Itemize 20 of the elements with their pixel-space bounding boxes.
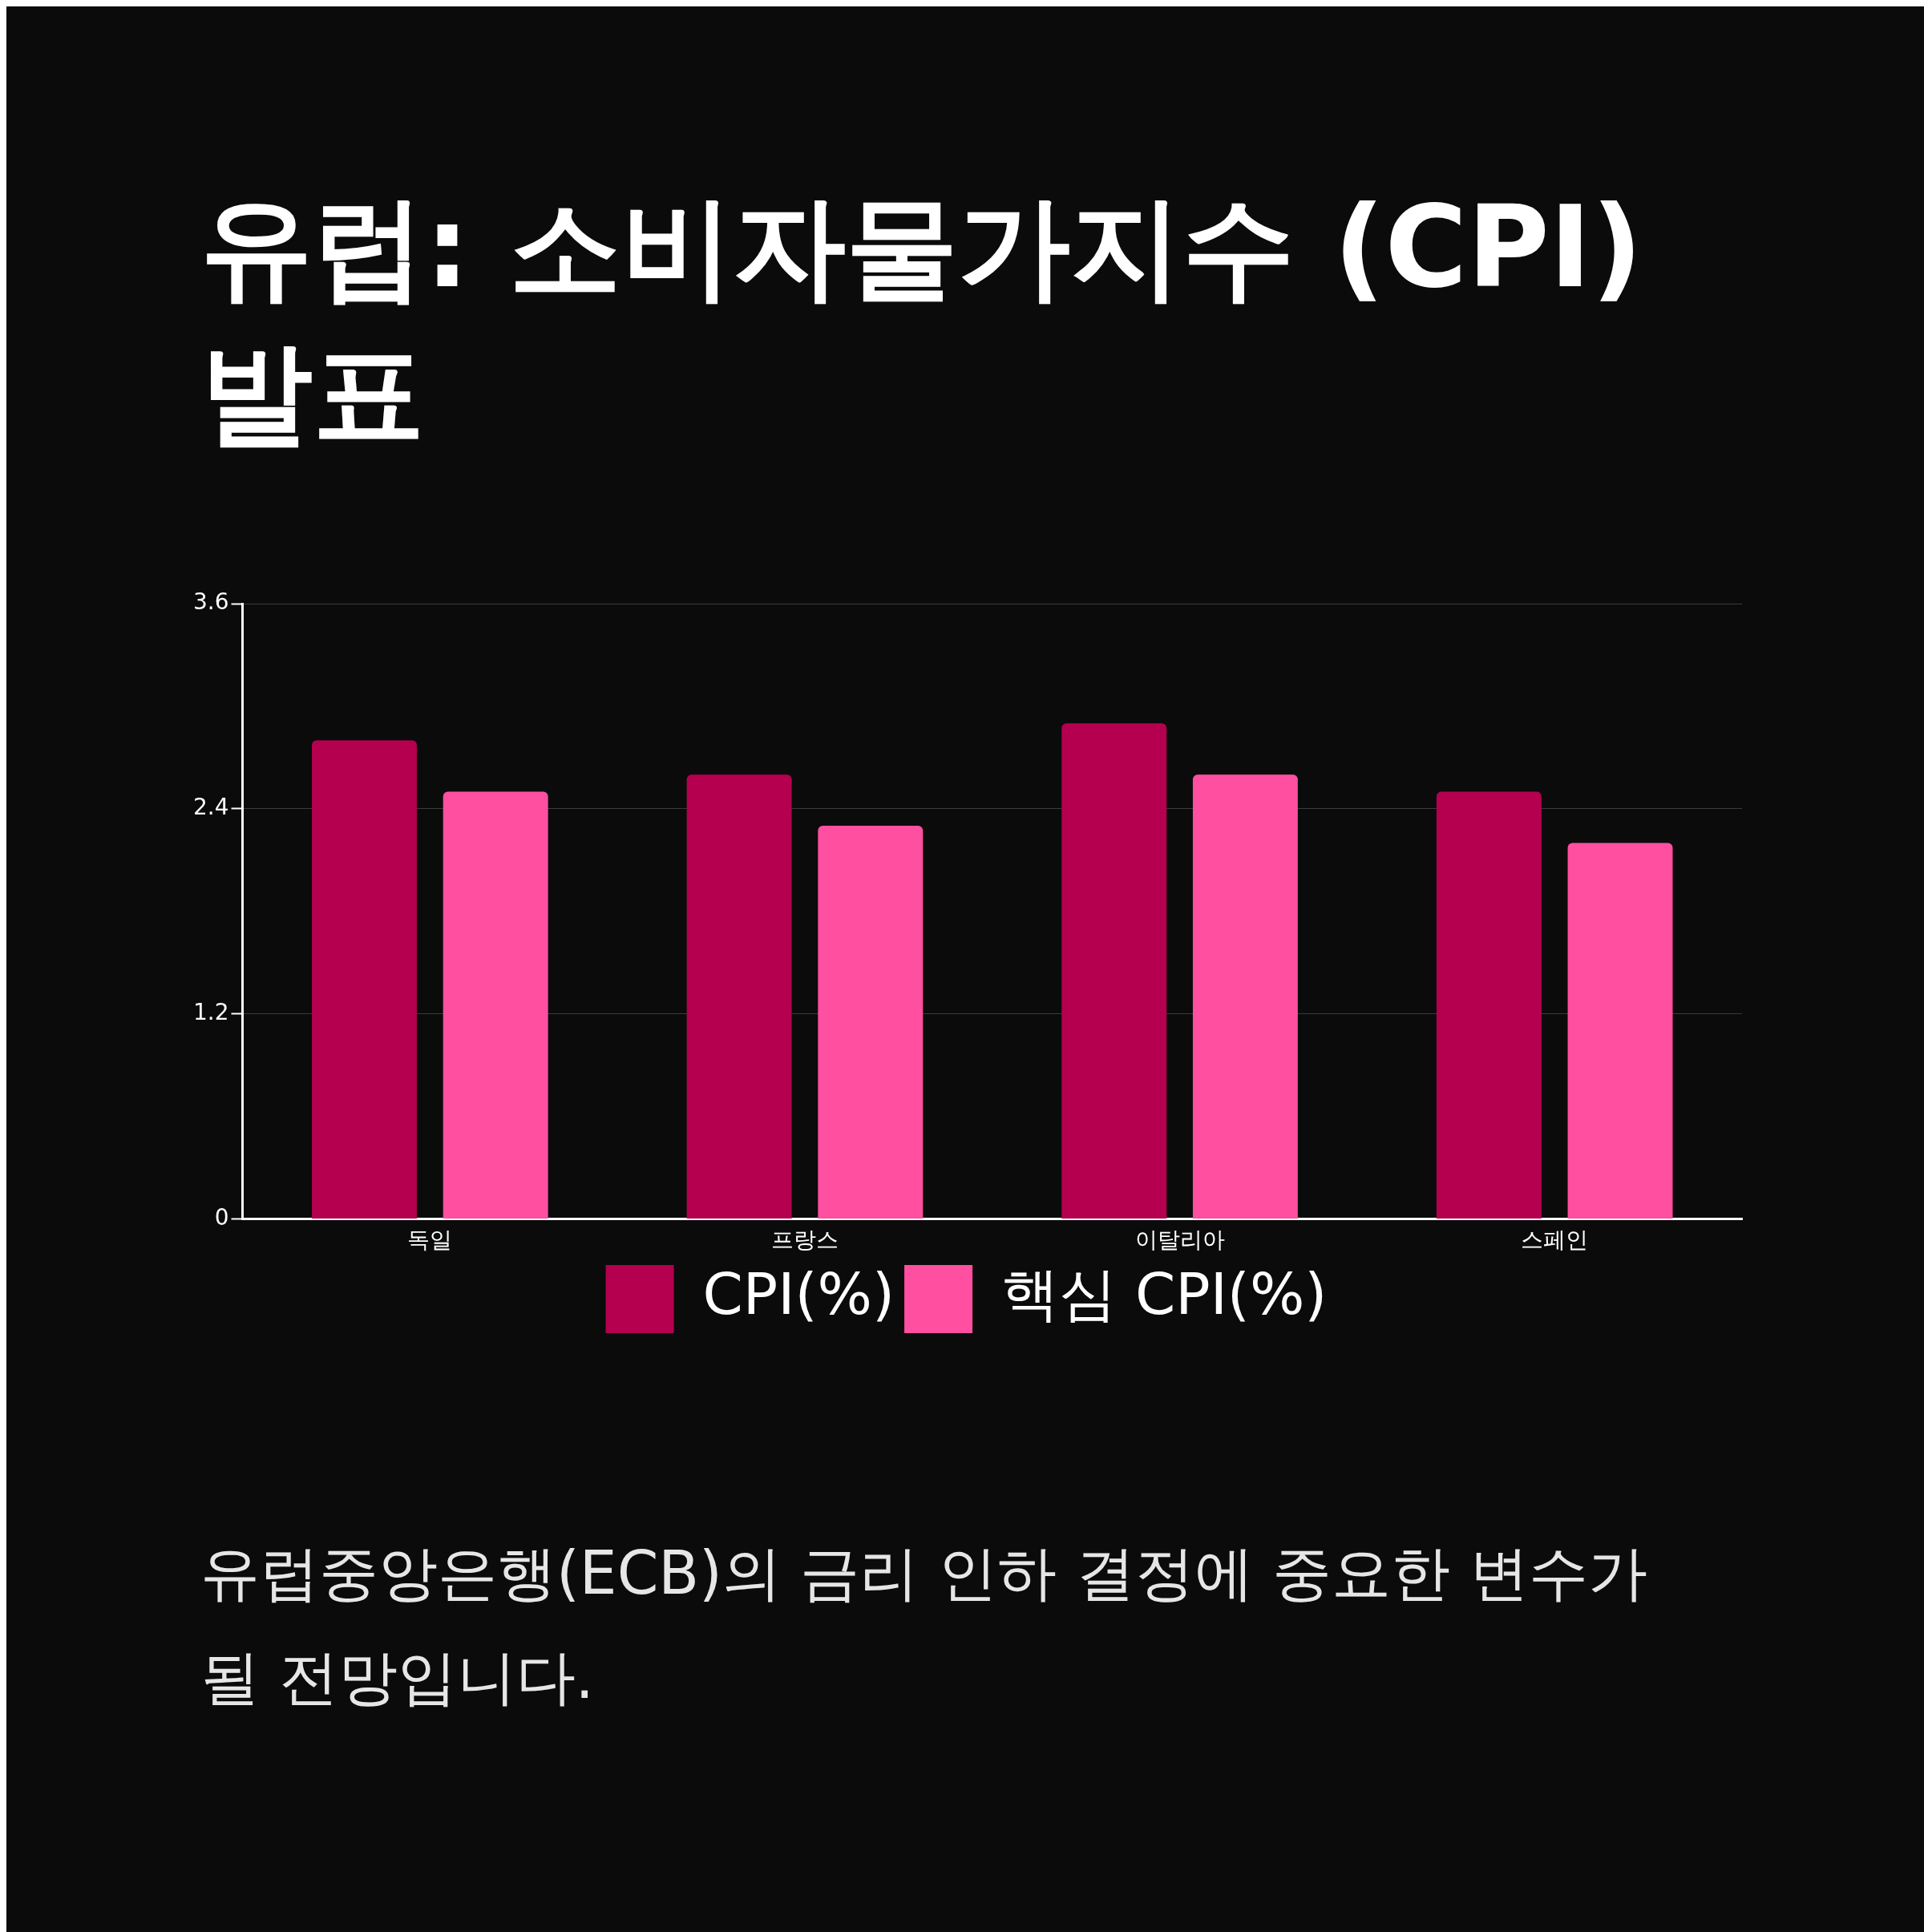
x-tick-label: 프랑스 bbox=[770, 1227, 839, 1254]
y-tick-label: 0 bbox=[214, 1203, 229, 1231]
y-tick-label: 1.2 bbox=[193, 998, 229, 1025]
bar bbox=[1061, 723, 1167, 1219]
bar bbox=[686, 774, 792, 1219]
bar bbox=[1436, 791, 1542, 1219]
y-tick-label: 3.6 bbox=[193, 588, 229, 616]
legend-label: 핵심 CPI(%) bbox=[1001, 1260, 1328, 1328]
bar bbox=[1567, 843, 1673, 1219]
bar bbox=[1192, 774, 1298, 1219]
bar bbox=[818, 826, 924, 1219]
y-tick-label: 2.4 bbox=[193, 794, 229, 821]
text: 유럽중앙은행(ECB)의 금리 인하 결정에 중요한 변수가 될 전망입니다. bbox=[200, 1538, 1648, 1713]
legend-label: CPI(%) bbox=[702, 1260, 895, 1328]
bar bbox=[312, 740, 417, 1219]
bar bbox=[443, 791, 548, 1219]
x-tick-label: 이탈리아 bbox=[1134, 1227, 1225, 1254]
x-tick-label: 독일 bbox=[407, 1227, 453, 1254]
x-tick-label: 스페인 bbox=[1521, 1227, 1589, 1254]
chart-title: 유럽: 소비자물가지수 (CPI) 발표 bbox=[200, 181, 1643, 460]
